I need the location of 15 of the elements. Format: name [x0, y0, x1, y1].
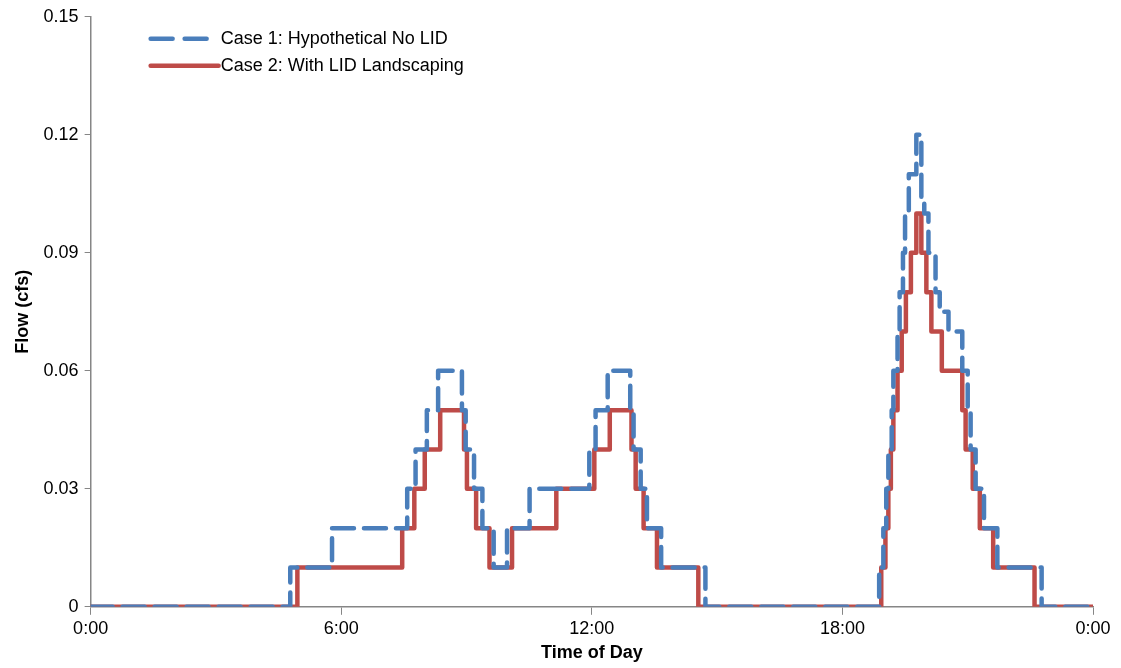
x-tick-label: 12:00 [569, 617, 615, 638]
x-tick-label: 6:00 [323, 617, 359, 638]
y-tick-label: 0.06 [43, 359, 79, 380]
x-tick-label: 18:00 [819, 617, 865, 638]
y-tick-label: 0.03 [43, 477, 79, 498]
y-tick-label: 0.15 [43, 5, 79, 26]
y-tick-label: 0.12 [43, 123, 79, 144]
legend-label: Case 2: With LID Landscaping [220, 54, 464, 75]
y-tick-label: 0.09 [43, 241, 79, 262]
legend-label: Case 1: Hypothetical No LID [220, 27, 448, 48]
y-tick-label: 0 [68, 595, 79, 616]
y-axis-title: Flow (cfs) [11, 269, 32, 354]
x-tick-label: 0:00 [73, 617, 109, 638]
x-axis-title: Time of Day [540, 642, 643, 663]
x-tick-label: 0:00 [1075, 617, 1111, 638]
